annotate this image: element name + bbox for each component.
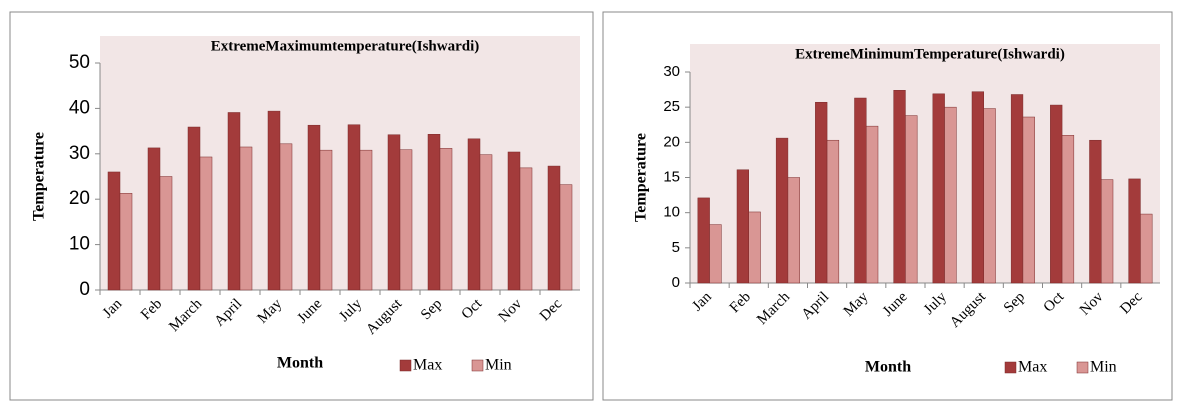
bar <box>787 177 800 284</box>
bar <box>119 193 133 291</box>
y-tick-label: 0 <box>79 279 90 300</box>
y-tick-label: 10 <box>69 234 90 255</box>
bar <box>347 124 361 291</box>
bar <box>1022 116 1035 284</box>
y-axis-title: Temperature <box>633 133 650 222</box>
plot-area <box>690 44 1160 283</box>
bar <box>467 138 481 291</box>
y-tick-label: 20 <box>69 188 90 209</box>
bar <box>519 167 533 291</box>
bar <box>147 147 161 291</box>
bar <box>307 124 321 291</box>
bar <box>507 151 521 291</box>
bar <box>227 112 241 291</box>
bar <box>944 106 957 284</box>
bar <box>736 169 749 284</box>
y-tick-label: 30 <box>663 63 680 80</box>
bar <box>709 224 722 284</box>
bar <box>387 134 401 291</box>
legend-swatch <box>471 359 484 372</box>
legend-label: Min <box>1090 359 1117 376</box>
y-tick-label: 25 <box>663 98 680 115</box>
bar <box>107 171 121 291</box>
bar <box>866 125 879 284</box>
y-tick-label: 5 <box>672 239 680 256</box>
chart-title: ExtremeMinimumTemperature(Ishwardi) <box>795 46 1065 62</box>
bar <box>697 197 710 284</box>
y-tick-label: 0 <box>672 274 680 291</box>
bar <box>1101 179 1114 284</box>
bar <box>971 91 984 284</box>
bar <box>427 134 441 291</box>
bar <box>905 115 918 284</box>
bar <box>1140 213 1153 284</box>
bar <box>359 149 373 291</box>
bar <box>267 110 281 291</box>
legend-swatch <box>1076 361 1089 374</box>
bar <box>319 149 333 291</box>
chart-title: ExtremeMaximumtemperature(Ishwardi) <box>211 38 480 54</box>
bar <box>1128 178 1141 284</box>
legend-label: Max <box>413 357 442 374</box>
y-tick-label: 30 <box>69 143 90 164</box>
bar <box>826 139 840 284</box>
legend-swatch <box>399 359 412 372</box>
bar <box>983 108 996 284</box>
bar <box>239 146 253 291</box>
bar <box>547 165 561 291</box>
bar <box>854 97 867 284</box>
y-tick-label: 50 <box>69 52 90 73</box>
bar <box>479 154 493 291</box>
bar <box>748 211 761 284</box>
x-axis-title: Month <box>865 359 911 376</box>
bar <box>1089 139 1102 284</box>
legend-label: Min <box>485 357 512 374</box>
bar <box>279 143 293 291</box>
bar <box>159 176 173 291</box>
bar <box>199 156 213 291</box>
bar <box>439 148 453 291</box>
x-axis-title: Month <box>277 355 323 372</box>
plot-area <box>100 36 580 290</box>
bar <box>187 126 201 291</box>
bar <box>559 184 573 291</box>
legend-swatch <box>1004 361 1017 374</box>
bar <box>815 101 828 284</box>
y-tick-label: 10 <box>663 204 680 221</box>
y-tick-label: 15 <box>663 168 680 185</box>
bar <box>1010 94 1024 284</box>
y-axis-title: Temperature <box>31 132 48 221</box>
bar <box>1050 104 1063 284</box>
y-tick-label: 20 <box>663 133 680 150</box>
bar <box>399 149 413 291</box>
bar <box>932 93 945 284</box>
bar <box>775 137 789 284</box>
bar <box>1061 135 1075 284</box>
y-tick-label: 40 <box>69 97 90 118</box>
legend-label: Max <box>1018 359 1047 376</box>
bar <box>893 90 906 284</box>
